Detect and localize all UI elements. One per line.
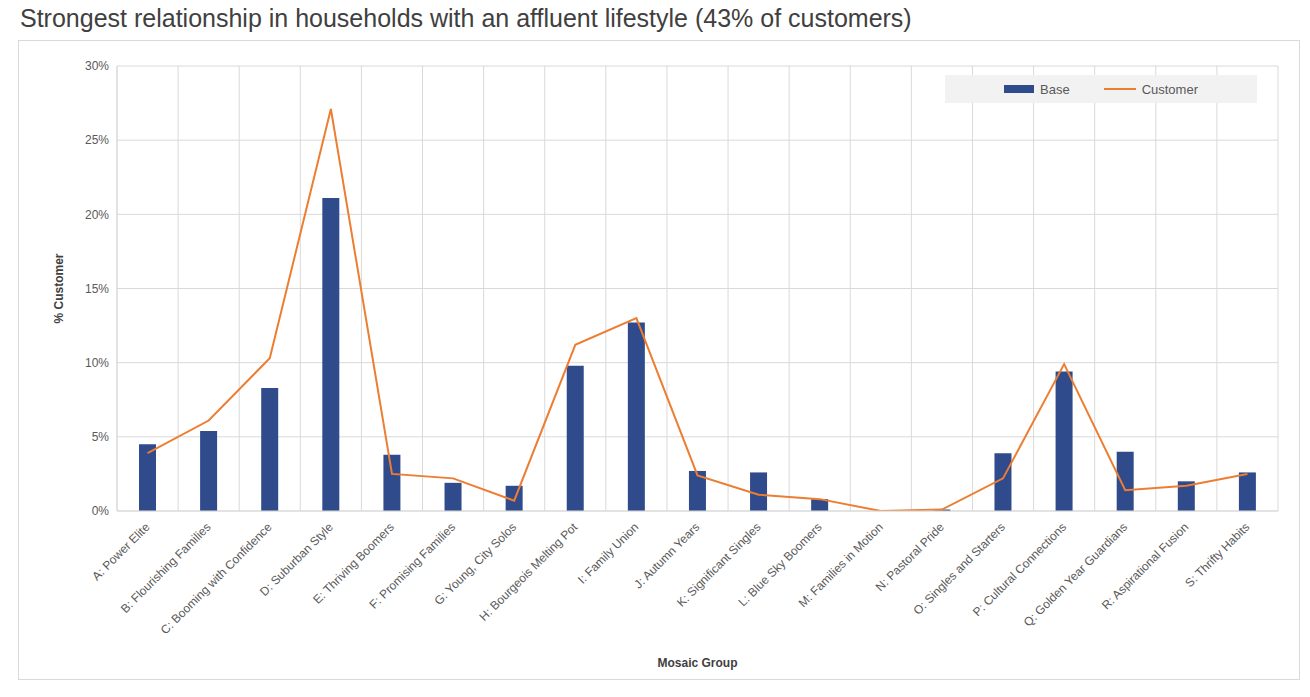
svg-text:H: Bourgeois Melting Pot: H: Bourgeois Melting Pot (476, 520, 580, 624)
svg-text:S: Thrifty Habits: S: Thrifty Habits (1182, 520, 1252, 590)
svg-text:R: Aspirational Fusion: R: Aspirational Fusion (1099, 520, 1191, 612)
svg-text:30%: 30% (85, 59, 109, 73)
svg-text:M: Families in Motion: M: Families in Motion (796, 520, 886, 610)
svg-text:P: Cultural Connections: P: Cultural Connections (970, 520, 1070, 620)
svg-text:Q: Golden Year Guardians: Q: Golden Year Guardians (1021, 520, 1130, 629)
svg-text:0%: 0% (92, 504, 110, 518)
svg-text:B: Flourishing Families: B: Flourishing Families (117, 520, 214, 616)
html-text:Customer: Customer (1141, 81, 1198, 97)
svg-text:E: Thriving Boomers: E: Thriving Boomers (310, 520, 397, 607)
svg-text:20%: 20% (85, 208, 109, 222)
svg-text:D: Suburban Style: D: Suburban Style (257, 520, 336, 599)
html-text:Base: Base (1040, 81, 1070, 97)
svg-text:% Customer: % Customer (52, 253, 66, 323)
svg-text:F: Promising Families: F: Promising Families (366, 520, 458, 612)
svg-text:C: Booming with Confidence: C: Booming with Confidence (158, 520, 275, 637)
svg-text:15%: 15% (85, 282, 109, 296)
svg-text:5%: 5% (92, 430, 110, 444)
svg-text:25%: 25% (85, 133, 109, 147)
svg-text:A: Power Elite: A: Power Elite (89, 520, 152, 583)
svg-text:L: Blue Sky Boomers: L: Blue Sky Boomers (735, 520, 825, 610)
svg-text:I: Family Union: I: Family Union (575, 520, 641, 586)
svg-text:O: Singles and Starters: O: Singles and Starters (910, 520, 1008, 618)
svg-text:J: Autumn Years: J: Autumn Years (631, 520, 703, 592)
svg-text:K: Significant Singles: K: Significant Singles (673, 520, 764, 610)
svg-text:G: Young, City Solos: G: Young, City Solos (431, 520, 520, 608)
svg-text:Mosaic Group: Mosaic Group (657, 656, 737, 670)
svg-text:N: Pastoral Pride: N: Pastoral Pride (872, 520, 947, 595)
html-text:Strongest relationship in hous: Strongest relationship in households wit… (20, 4, 912, 32)
svg-text:10%: 10% (85, 356, 109, 370)
